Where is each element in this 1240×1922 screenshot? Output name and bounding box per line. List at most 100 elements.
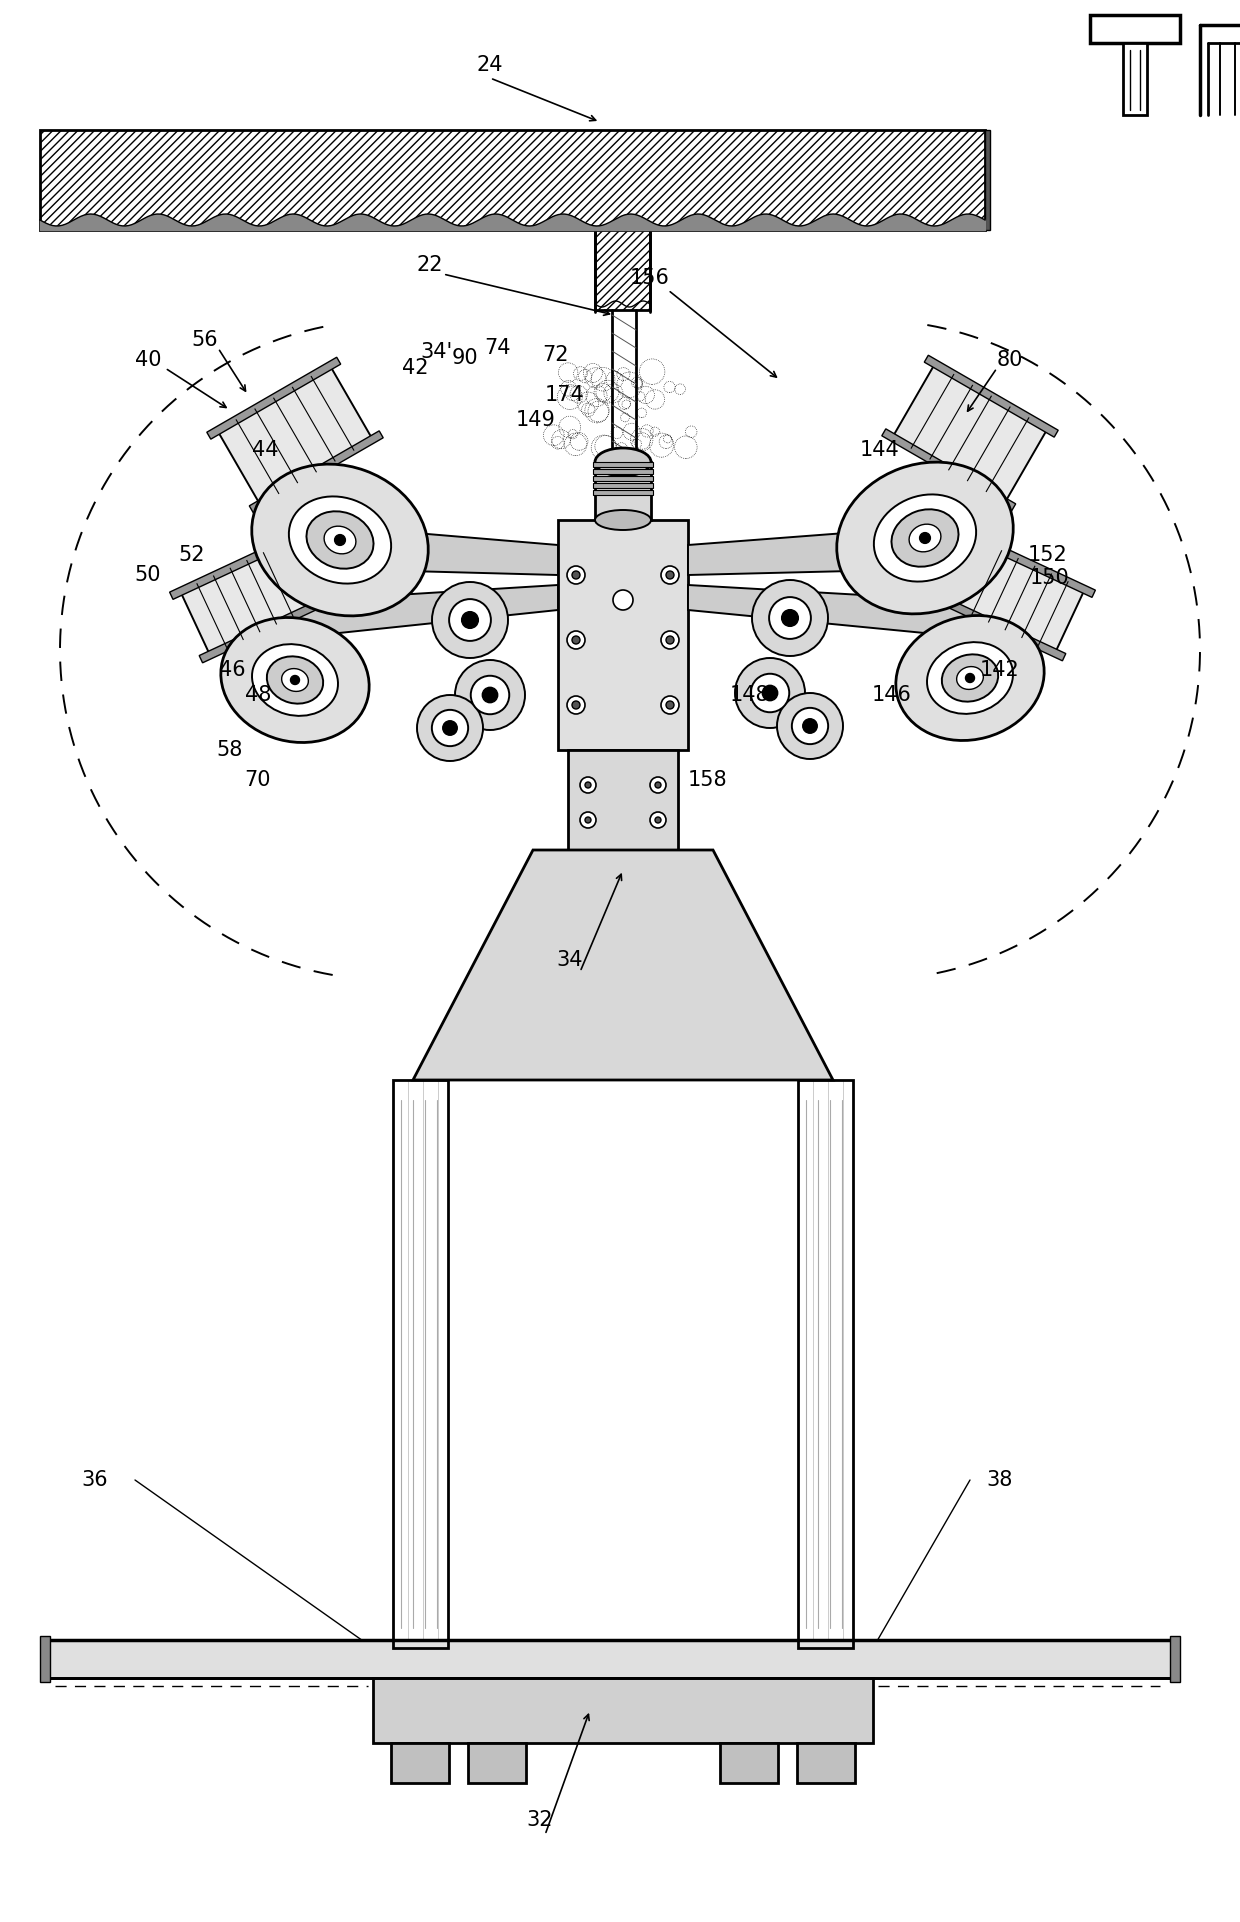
Circle shape [572,571,580,579]
Circle shape [792,707,828,744]
Circle shape [455,659,525,730]
Polygon shape [975,534,1095,598]
Text: 52: 52 [179,546,206,565]
Text: 142: 142 [980,659,1019,680]
Circle shape [655,817,661,823]
Polygon shape [945,598,1066,661]
Polygon shape [1123,42,1147,115]
Circle shape [661,630,680,650]
Circle shape [769,598,811,638]
Text: 34: 34 [557,949,583,971]
Polygon shape [413,850,833,1080]
Circle shape [781,609,799,627]
Ellipse shape [892,509,959,567]
Circle shape [750,675,789,713]
Text: 50: 50 [135,565,161,584]
Polygon shape [558,521,688,750]
Text: 56: 56 [192,331,218,350]
Text: 150: 150 [1030,569,1070,588]
Ellipse shape [252,463,428,615]
Ellipse shape [895,615,1044,740]
Polygon shape [170,536,291,600]
Text: 144: 144 [861,440,900,459]
Polygon shape [595,231,650,309]
Ellipse shape [928,642,1013,713]
Text: 70: 70 [244,771,272,790]
Text: 80: 80 [997,350,1023,371]
Ellipse shape [874,494,976,582]
Polygon shape [391,1743,449,1784]
Circle shape [432,709,469,746]
Text: 152: 152 [1028,546,1068,565]
Polygon shape [207,357,341,438]
Text: 36: 36 [82,1470,108,1490]
Circle shape [471,677,510,715]
Circle shape [661,696,680,713]
Polygon shape [593,477,653,480]
Polygon shape [593,482,653,488]
Polygon shape [882,429,1016,511]
Circle shape [443,721,458,736]
Polygon shape [288,584,558,650]
Ellipse shape [956,667,983,690]
Ellipse shape [306,511,373,569]
Circle shape [666,702,675,709]
Ellipse shape [595,509,651,530]
Polygon shape [373,1678,873,1743]
Circle shape [585,782,591,788]
Text: 58: 58 [217,740,243,759]
Circle shape [966,673,975,682]
Text: 24: 24 [476,56,503,75]
Circle shape [650,811,666,828]
Text: 174: 174 [546,384,585,406]
Polygon shape [200,602,320,663]
Ellipse shape [267,655,324,703]
Polygon shape [40,131,985,231]
Circle shape [650,776,666,794]
Text: 38: 38 [987,1470,1013,1490]
Text: 149: 149 [516,409,556,431]
Polygon shape [467,1743,526,1784]
Ellipse shape [252,644,339,715]
Ellipse shape [221,617,370,742]
Polygon shape [985,131,990,231]
Text: 158: 158 [688,771,728,790]
Ellipse shape [942,653,998,702]
Ellipse shape [837,461,1013,613]
Circle shape [567,696,585,713]
Polygon shape [720,1743,777,1784]
Circle shape [735,657,805,728]
Ellipse shape [324,527,356,554]
Polygon shape [1090,15,1180,42]
Text: 42: 42 [402,357,428,379]
Circle shape [613,590,632,609]
Polygon shape [325,530,558,584]
Polygon shape [249,431,383,513]
Circle shape [580,811,596,828]
Circle shape [585,817,591,823]
Circle shape [666,636,675,644]
Polygon shape [797,1743,856,1784]
Ellipse shape [281,669,309,692]
Circle shape [777,694,843,759]
Polygon shape [688,584,977,650]
Circle shape [580,776,596,794]
Ellipse shape [289,496,391,584]
Circle shape [802,719,817,734]
Circle shape [449,600,491,640]
Polygon shape [40,1636,50,1682]
Text: 40: 40 [135,350,161,371]
Polygon shape [568,750,678,850]
Text: 22: 22 [417,256,443,275]
Polygon shape [593,490,653,496]
Text: 148: 148 [730,684,770,705]
Text: 74: 74 [485,338,511,357]
Ellipse shape [909,525,941,552]
Text: 146: 146 [872,684,911,705]
Text: 32: 32 [527,1811,553,1830]
Circle shape [567,565,585,584]
Circle shape [763,686,777,702]
Circle shape [920,532,930,544]
Polygon shape [595,461,651,521]
Polygon shape [1171,1636,1180,1682]
